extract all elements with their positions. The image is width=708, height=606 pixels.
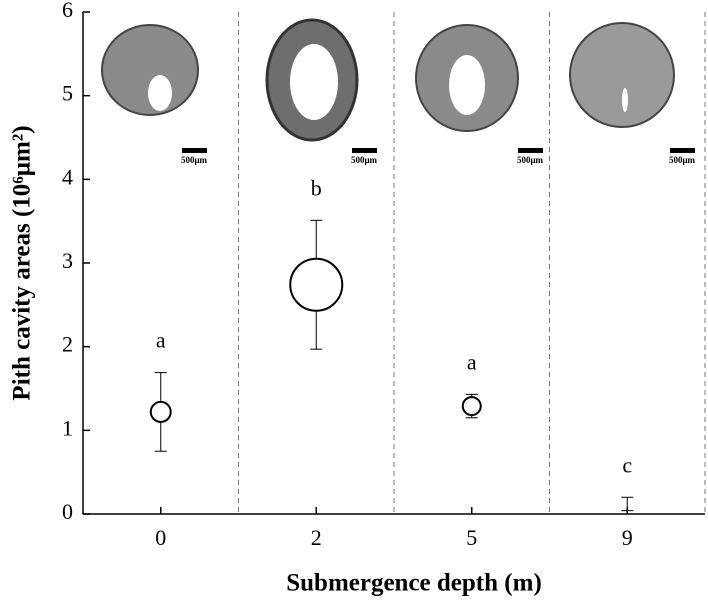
y-tick-label: 3	[62, 248, 73, 273]
x-tick-label: 0	[155, 525, 166, 550]
group-letter: a	[467, 349, 477, 374]
micrograph-hole	[449, 55, 485, 115]
scale-label: 500μm	[517, 155, 544, 165]
y-tick-label: 2	[62, 332, 73, 357]
scale-bar	[352, 148, 377, 153]
micrograph-hole	[290, 44, 338, 120]
scale-label: 500μm	[669, 155, 696, 165]
y-tick-label: 6	[62, 0, 73, 22]
micrograph	[101, 24, 199, 116]
x-axis-title: Submergence depth (m)	[286, 570, 542, 597]
scale-bar	[670, 148, 695, 153]
scale-bar	[182, 148, 207, 153]
bubble	[461, 396, 482, 417]
y-tick-label: 5	[62, 81, 73, 106]
group-letter: a	[156, 328, 166, 353]
scale-bar	[518, 148, 543, 153]
x-tick-label: 2	[311, 525, 322, 550]
group-letter: b	[311, 175, 322, 200]
micrograph-hole	[148, 75, 172, 111]
bubble	[149, 400, 172, 423]
y-axis-title: Pith cavity areas (10⁶μm²)	[9, 125, 36, 400]
x-tick-label: 5	[466, 525, 477, 550]
micrographs: 500μm 500μm 500μm 500μm	[101, 18, 696, 165]
y-tick-label: 1	[62, 415, 73, 440]
scale-label: 500μm	[351, 155, 378, 165]
group-letter: c	[622, 452, 632, 477]
micrograph	[569, 22, 675, 128]
y-tick-label: 4	[62, 164, 73, 189]
y-tick-label: 0	[62, 499, 73, 524]
micrograph-hole	[622, 88, 628, 112]
scale-label: 500μm	[181, 155, 208, 165]
bubble	[289, 257, 344, 312]
x-tick-label: 9	[622, 525, 633, 550]
